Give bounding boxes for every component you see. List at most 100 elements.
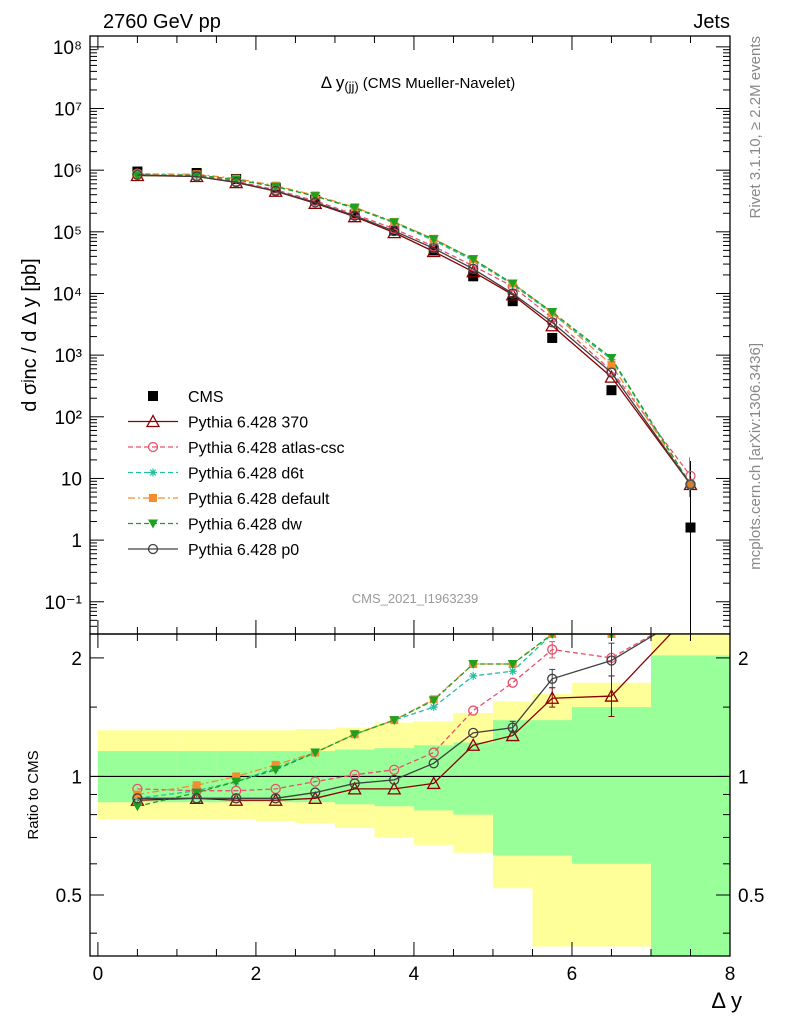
marker: [308, 790, 323, 804]
marker: [270, 185, 281, 197]
band-stat: [571, 707, 651, 864]
y-tick-label: 10⁷: [54, 100, 82, 121]
main-frame: [89, 35, 731, 635]
marker: [508, 667, 517, 676]
marker: [147, 441, 159, 453]
legend-label: Pythia 6.428 dw: [188, 517, 302, 534]
marker: [468, 705, 479, 716]
marker: [229, 792, 244, 806]
marker: [468, 659, 479, 669]
legend-item: Pythia 6.428 p0: [128, 542, 299, 559]
mcplots-label: mcplots.cern.ch [arXiv:1306.3436]: [747, 343, 764, 570]
marker: [547, 317, 558, 328]
ratio-panel: 0 2 4 6 8 0.5 0.5 1 1 2 2: [56, 36, 764, 985]
ratio-series-4: [132, 634, 615, 812]
y-tick-label: 10⁸: [53, 38, 82, 59]
x-axis-label: Δ y: [711, 988, 742, 1013]
marker: [349, 203, 360, 213]
band-stat: [650, 655, 730, 956]
legend-item: Pythia 6.428 atlas-csc: [128, 440, 345, 457]
marker: [426, 776, 441, 790]
marker: [349, 778, 360, 789]
series-line: [137, 174, 692, 485]
marker: [685, 522, 696, 533]
marker: [191, 788, 202, 798]
legend-label: Pythia 6.428 370: [188, 415, 308, 432]
x-tick-label: 6: [567, 964, 578, 985]
marker: [428, 696, 439, 706]
marker: [270, 765, 281, 775]
marker: [607, 360, 616, 369]
legend-item: Pythia 6.428 d6t: [128, 466, 304, 483]
ratio-bands: [97, 634, 730, 956]
marker: [271, 760, 280, 769]
marker: [507, 296, 518, 307]
marker: [132, 802, 143, 812]
marker: [547, 332, 558, 343]
legend-item: Pythia 6.428 370: [128, 414, 308, 432]
marker: [310, 787, 321, 798]
marker: [191, 171, 202, 181]
series-line: [137, 174, 692, 485]
marker: [507, 279, 518, 289]
legend-label: Pythia 6.428 p0: [188, 542, 299, 559]
marker: [349, 730, 360, 740]
marker: [428, 747, 439, 758]
marker: [389, 225, 400, 237]
main-y-ticks: 10⁻¹ 1 10 10² 10³ 10⁴ 10⁵ 10⁶ 10⁷ 10⁸: [45, 38, 730, 635]
marker: [507, 659, 518, 669]
plot-title: Δ y(jj) (CMS Mueller-Navelet): [321, 73, 516, 94]
ratio-tick-label: 2: [738, 649, 749, 670]
ratio-axis-label: Ratio to CMS: [25, 750, 42, 839]
series-4: [132, 171, 696, 490]
marker: [270, 182, 281, 192]
series-1: [132, 168, 696, 482]
legend-item: Pythia 6.428 default: [128, 491, 330, 508]
ratio-tick-label: 1: [738, 767, 749, 788]
marker: [147, 543, 159, 555]
marker: [132, 169, 143, 180]
marker: [310, 192, 321, 202]
marker: [387, 781, 402, 795]
marker: [148, 519, 158, 529]
marker: [347, 781, 362, 795]
ratio-tick-label: 0.5: [738, 886, 764, 907]
rivet-label: Rivet 3.1.10, ≥ 2.2M events: [747, 36, 764, 219]
marker: [231, 176, 242, 188]
marker: [428, 235, 439, 245]
legend-item: Pythia 6.428 dw: [128, 517, 302, 534]
marker: [231, 777, 242, 787]
marker: [132, 793, 143, 804]
marker: [232, 772, 241, 781]
ratio-curves: [130, 634, 672, 812]
y-tick-label: 10⁵: [53, 223, 82, 244]
marker: [426, 244, 441, 258]
ratio-y-ticks: 0.5 0.5 1 1 2 2: [56, 649, 764, 934]
legend-label: Pythia 6.428 atlas-csc: [188, 440, 345, 457]
marker: [507, 288, 518, 299]
marker: [389, 764, 400, 775]
x-tick-label: 4: [409, 964, 420, 985]
band-stat: [492, 720, 533, 856]
y-tick-label: 10⁴: [53, 284, 82, 305]
marker: [349, 209, 360, 220]
marker: [389, 716, 400, 726]
marker: [468, 263, 479, 275]
x-tick-label: 8: [725, 964, 736, 985]
marker: [469, 671, 478, 680]
marker: [429, 703, 438, 712]
marker: [685, 479, 695, 489]
marker: [145, 414, 161, 428]
y-tick-label: 1: [71, 531, 82, 552]
marker: [547, 308, 558, 318]
marker: [606, 367, 617, 378]
band-stat: [532, 720, 572, 856]
header-process: Jets: [693, 11, 730, 33]
band-stat: [453, 742, 493, 815]
y-tick-label: 10²: [55, 408, 82, 429]
x-tick-label: 2: [251, 964, 262, 985]
series-line: [137, 173, 692, 485]
y-tick-label: 10³: [55, 346, 82, 367]
x-tick-label: 0: [93, 964, 104, 985]
